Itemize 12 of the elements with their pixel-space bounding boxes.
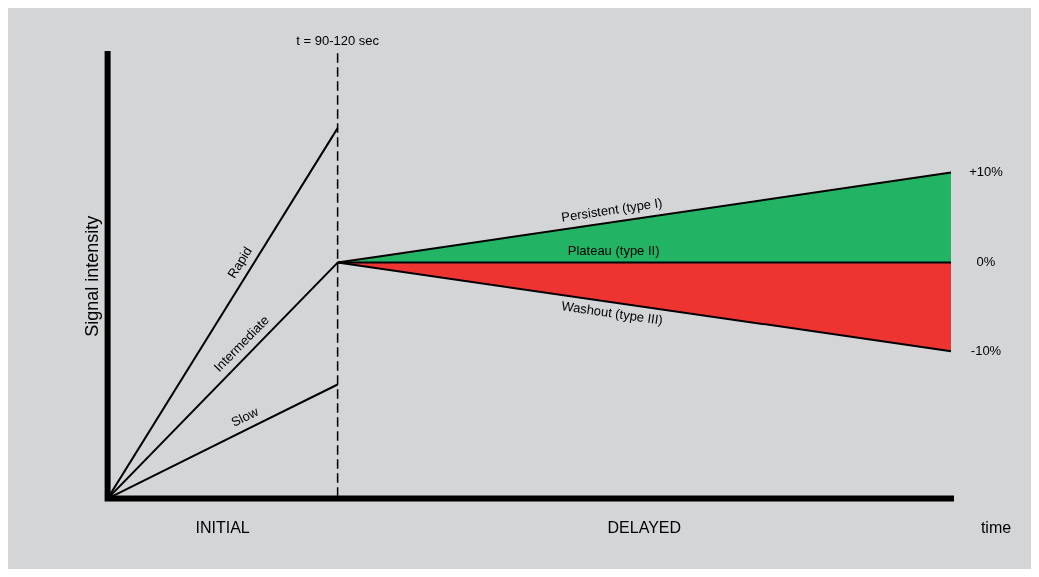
y-axis-title: Signal intensity xyxy=(81,215,102,337)
text: +10% xyxy=(969,164,1004,180)
text: Washout (type III) xyxy=(560,298,664,328)
text: Slow xyxy=(228,403,262,430)
text: DELAYED xyxy=(607,519,682,537)
series-label: Plateau (type II) xyxy=(567,242,660,258)
x-axis-title: time xyxy=(980,519,1012,537)
text: Persistent (type I) xyxy=(560,194,664,225)
text: -10% xyxy=(970,342,1002,358)
text: INITIAL xyxy=(195,519,250,537)
text: 0% xyxy=(976,254,996,270)
text: t = 90-120 sec xyxy=(296,33,380,49)
